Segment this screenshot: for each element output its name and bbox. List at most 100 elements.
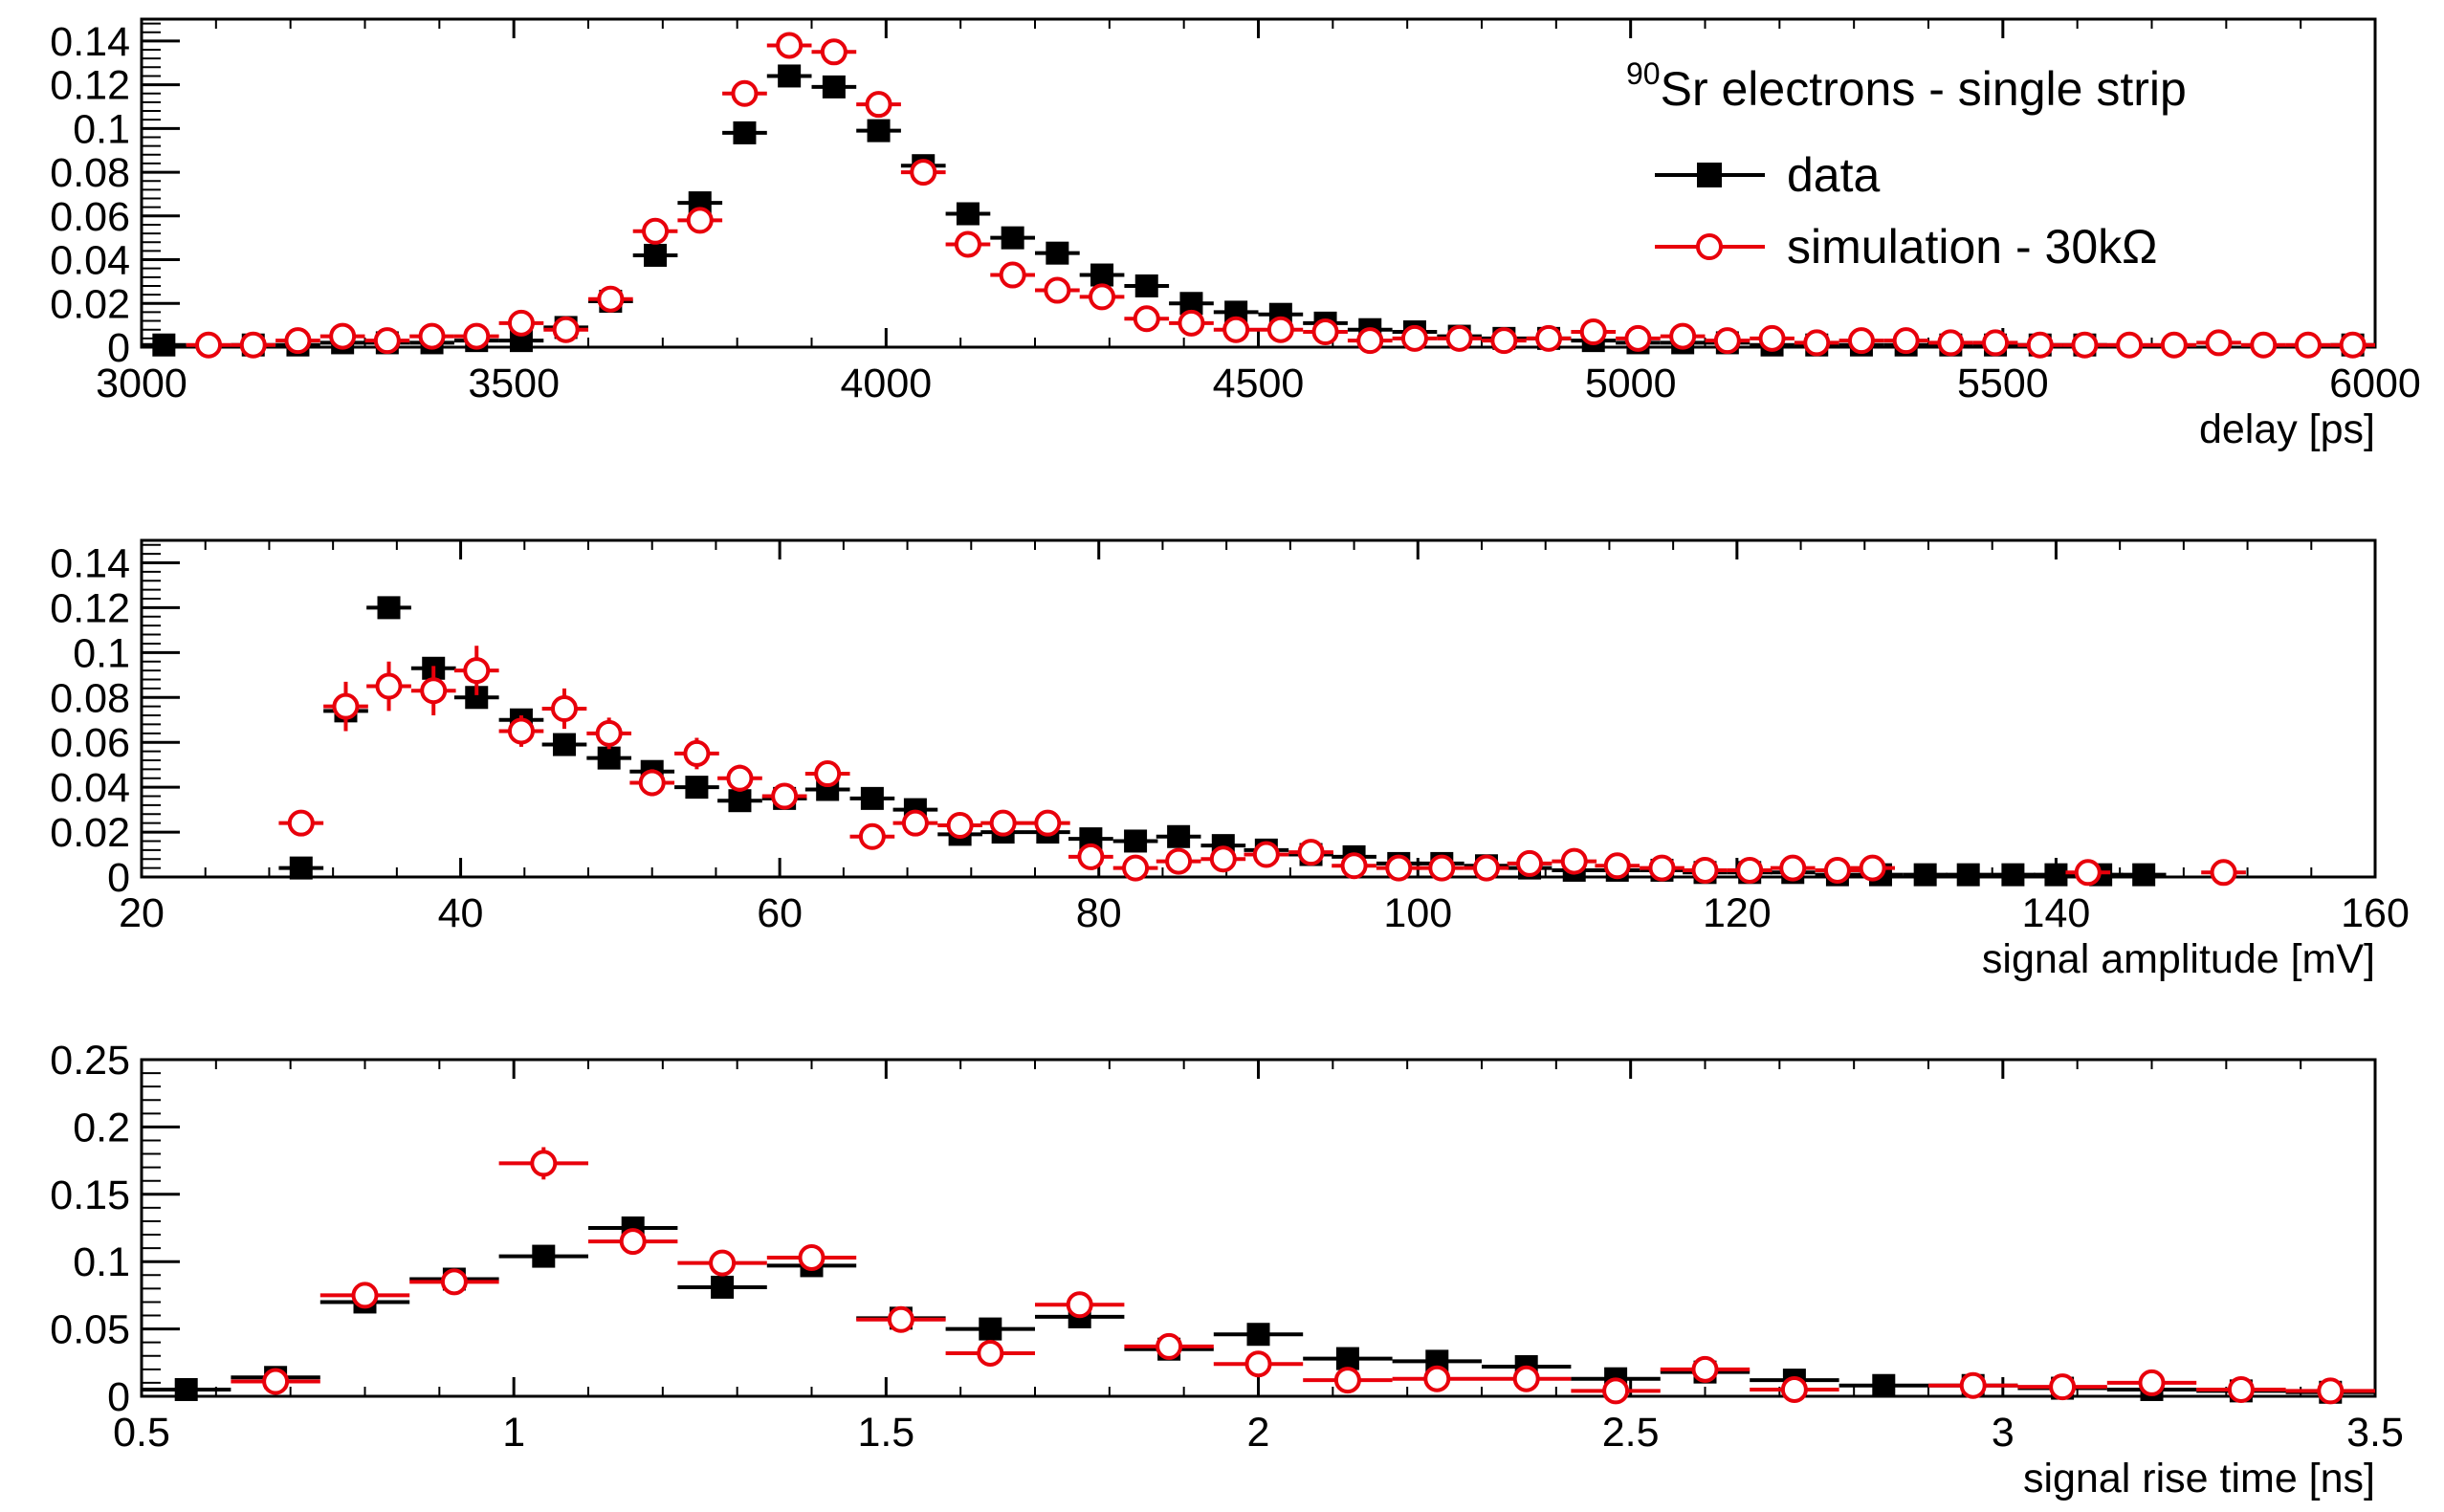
simulation-point	[1356, 327, 1384, 355]
data-point	[685, 776, 709, 800]
simulation-point	[1311, 318, 1339, 345]
simulation-point	[2026, 331, 2054, 359]
data-point	[1913, 863, 1937, 887]
legend-title-text: Sr electrons - single strip	[1661, 62, 2187, 116]
simulation-point	[1959, 1371, 1987, 1399]
data-point	[1246, 1323, 1270, 1347]
data-point	[728, 789, 752, 813]
simulation-point	[2049, 1373, 2077, 1401]
data-point	[1001, 226, 1024, 250]
simulation-point	[954, 230, 981, 258]
y-tick-label: 0.12	[50, 63, 130, 109]
y-tick-label: 0	[107, 325, 130, 371]
data-series-amplitude	[278, 596, 2167, 887]
x-tick-label: 60	[757, 890, 803, 936]
simulation-point	[2210, 859, 2237, 887]
data-point	[377, 596, 401, 620]
x-tick-label: 120	[1703, 890, 1772, 936]
simulation-point	[1034, 809, 1062, 837]
simulation-series-rise-time	[231, 1147, 2375, 1405]
data-point	[532, 1244, 556, 1268]
simulation-point	[1803, 329, 1831, 357]
data-point	[1335, 1347, 1359, 1370]
y-tick-label: 0	[107, 1374, 130, 1420]
legend-sim-marker	[1696, 233, 1723, 260]
x-tick-label: 2	[1247, 1410, 1270, 1456]
simulation-point	[1222, 316, 1250, 343]
simulation-point	[1490, 327, 1518, 355]
x-tick-label: 1.5	[857, 1410, 914, 1456]
simulation-point	[1297, 839, 1325, 866]
simulation-point	[1512, 1365, 1540, 1392]
simulation-point	[262, 1368, 290, 1395]
data-point	[778, 64, 802, 88]
simulation-point	[1156, 1332, 1183, 1360]
simulation-point	[814, 760, 842, 788]
legend-title: 90Sr electrons - single strip	[1626, 56, 2187, 116]
simulation-point	[731, 79, 759, 107]
x-tick-label: 6000	[2329, 361, 2421, 406]
simulation-point	[709, 1249, 737, 1277]
x-tick-label: 3500	[468, 361, 560, 406]
simulation-point	[418, 322, 446, 350]
data-point	[1956, 863, 1980, 887]
simulation-point	[1252, 841, 1280, 868]
simulation-point	[901, 809, 929, 837]
simulation-point	[1400, 324, 1428, 352]
data-point	[289, 856, 313, 880]
data-point	[860, 786, 884, 810]
y-tick-label: 0.05	[50, 1307, 130, 1353]
simulation-point	[287, 809, 315, 837]
x-tick-label: 5000	[1585, 361, 1677, 406]
data-point	[733, 121, 757, 144]
y-tick-label: 0.1	[73, 1239, 130, 1285]
simulation-point	[1823, 856, 1851, 884]
simulation-point	[1122, 854, 1150, 882]
simulation-point	[552, 316, 580, 343]
simulation-point	[1560, 847, 1588, 875]
simulation-point	[1340, 852, 1368, 880]
simulation-point	[1165, 847, 1193, 875]
simulation-point	[1648, 854, 1676, 882]
simulation-point	[1691, 1355, 1719, 1383]
x-tick-label: 5500	[1957, 361, 2049, 406]
data-point	[1090, 263, 1114, 287]
simulation-point	[1758, 324, 1786, 352]
simulation-point	[1445, 324, 1473, 352]
simulation-point	[507, 717, 535, 745]
y-tick-label: 0.02	[50, 281, 130, 327]
y-tick-label: 0.1	[73, 106, 130, 152]
rise-time-panel: 0.5 1 1.5 2 2.5 3 3.5 0 0.05 0.1 0.15 0.2 0.25 signal…	[50, 1038, 2404, 1501]
x-tick-label: 4500	[1213, 361, 1305, 406]
y-tick-label: 0.14	[50, 19, 130, 65]
data-point	[1167, 824, 1191, 848]
simulation-point	[1133, 305, 1160, 333]
data-point	[2132, 863, 2156, 887]
simulation-point	[1669, 322, 1697, 350]
x-tick-label: 80	[1076, 890, 1122, 936]
simulation-point	[1266, 316, 1294, 343]
simulation-point	[910, 159, 937, 186]
simulation-point	[373, 327, 401, 355]
simulation-point	[642, 217, 670, 245]
y-tick-label: 0.04	[50, 238, 130, 284]
y-tick-label: 0.02	[50, 810, 130, 856]
data-point	[1046, 241, 1069, 265]
simulation-point	[2205, 329, 2233, 357]
simulation-point	[1736, 856, 1764, 884]
simulation-point	[1859, 854, 1886, 882]
legend-sim-label: simulation - 30kΩ	[1787, 220, 2158, 274]
simulation-point	[1780, 1375, 1808, 1403]
x-tick-label: 3000	[96, 361, 187, 406]
simulation-point	[1089, 283, 1116, 311]
simulation-point	[351, 1282, 379, 1309]
y-tick-label: 0.04	[50, 765, 130, 811]
simulation-point	[1624, 324, 1652, 352]
simulation-point	[865, 91, 892, 119]
simulation-point	[726, 764, 754, 792]
data-point	[1134, 274, 1158, 297]
simulation-point	[239, 331, 267, 359]
simulation-point	[1385, 854, 1413, 882]
x-tick-label: 1	[502, 1410, 525, 1456]
plot-frame	[140, 538, 2377, 879]
